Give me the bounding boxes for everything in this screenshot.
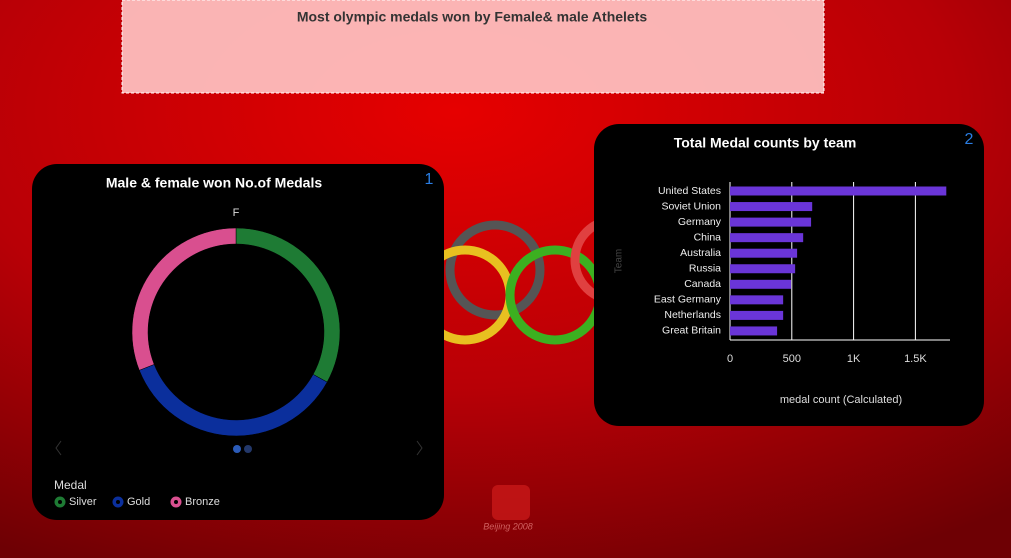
donut-slice: [131, 227, 237, 371]
bar: [730, 279, 792, 289]
x-tick-label: 0: [727, 353, 733, 365]
header-box: [121, 0, 825, 94]
y-axis-label: Team: [614, 249, 625, 273]
badge: 2: [965, 131, 974, 148]
legend-marker-dot: [174, 500, 178, 504]
page-dot[interactable]: [244, 445, 252, 453]
y-tick-label: East Germany: [654, 294, 722, 306]
bar: [730, 295, 784, 305]
legend-marker-dot: [116, 500, 120, 504]
next-arrow[interactable]: [416, 440, 423, 456]
bar: [730, 202, 813, 212]
x-tick-label: 1.5K: [904, 353, 927, 365]
y-tick-label: Australia: [680, 247, 721, 259]
legend-label: Silver: [69, 496, 97, 508]
y-tick-label: Soviet Union: [661, 200, 721, 212]
x-axis-label: medal count (Calculated): [780, 394, 902, 406]
chart-title: Male & female won No.of Medals: [106, 175, 322, 191]
card: [594, 124, 984, 426]
logo: Beijing 2008: [483, 485, 533, 531]
badge: 1: [425, 171, 434, 188]
bar: [730, 326, 778, 336]
chart-title: Total Medal counts by team: [674, 135, 857, 151]
bar: [730, 310, 784, 320]
x-tick-label: 1K: [847, 353, 861, 365]
legend-marker-dot: [58, 500, 62, 504]
chart-subtitle: F: [233, 207, 240, 219]
y-tick-label: China: [694, 231, 722, 243]
y-tick-label: Netherlands: [664, 309, 721, 321]
y-tick-label: Germany: [678, 216, 722, 228]
page-dot[interactable]: [233, 445, 241, 453]
carousel: [55, 440, 423, 456]
x-tick-label: 500: [783, 353, 801, 365]
bar: [730, 264, 796, 274]
y-tick-label: Russia: [689, 263, 721, 275]
legend-title: Medal: [54, 478, 87, 492]
logo-caption: Beijing 2008: [483, 521, 533, 531]
card: [32, 164, 444, 520]
bar: [730, 217, 812, 227]
y-tick-label: Canada: [684, 278, 721, 290]
y-tick-label: Great Britain: [662, 325, 721, 337]
legend-label: Gold: [127, 496, 150, 508]
header-title: Most olympic medals won by Female& male …: [297, 9, 648, 25]
y-tick-label: United States: [658, 185, 721, 197]
legend-label: Bronze: [185, 496, 220, 508]
bar: [730, 248, 798, 258]
bar: [730, 186, 947, 196]
bar: [730, 233, 804, 243]
prev-arrow[interactable]: [55, 440, 62, 456]
